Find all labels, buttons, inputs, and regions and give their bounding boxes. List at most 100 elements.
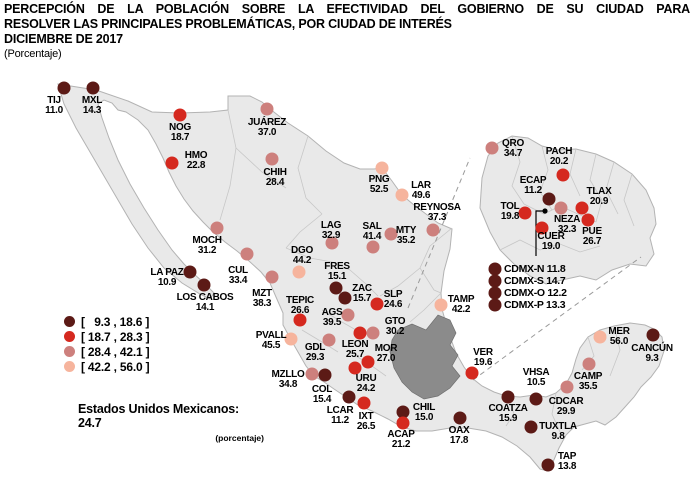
city-label: LCAR 11.2 [327,406,354,425]
city-dot [375,161,389,175]
city-label: TOL 19.8 [501,202,520,221]
city-label: GTO 30.2 [385,317,406,336]
city-dot [529,392,543,406]
city-value: 20.9 [589,195,609,207]
city-value: 29.3 [305,351,325,363]
city-dot [183,265,197,279]
cdmx-pointer-line [535,210,545,256]
mexico-landmass [57,83,665,472]
city-dot [426,223,440,237]
city-label: CHIL 15.0 [413,403,435,422]
legend: [ 9.3 , 18.6 ][ 18.7 , 28.3 ][ 28.4 , 42… [64,314,150,374]
city-dot [348,361,362,375]
city-label: MZLLO 34.8 [272,370,305,389]
city-label: NOG 18.7 [169,123,191,142]
city-value: 25.7 [345,348,365,360]
city-dot [173,108,187,122]
legend-swatch [64,316,75,327]
cdmx-location-marker [542,208,548,214]
city-value: 22.8 [186,159,206,171]
city-name: OAX [448,425,470,436]
city-name: TIJ [47,95,61,106]
city-dot [325,236,339,250]
city-dot [384,227,398,241]
city-dot [329,281,343,295]
national-average: Estados Unidos Mexicanos: 24.7 (porcenta… [78,402,264,443]
city-name: LAG [320,220,342,231]
city-dot [284,332,298,346]
city-dot [582,357,596,371]
city-value: 10.5 [526,376,546,388]
city-value: 35.2 [396,234,416,246]
city-value: 19.6 [473,356,493,368]
cdmx-dot [488,286,502,300]
title-block: PERCEPCIÓN DE LA POBLACIÓN SOBRE LA EFEC… [4,2,690,61]
city-label: COL 15.4 [311,384,333,404]
city-label: REYNOSA 37.3 [413,202,461,223]
city-label: GDL 29.3 [304,342,326,363]
city-dot [501,390,515,404]
city-value: 37.3 [427,211,447,223]
city-label: OAX 17.8 [449,426,470,445]
legend-range-label: [ 28.4 , 42.1 ] [81,344,150,359]
city-label: MTY 35.2 [396,226,417,246]
legend-range-label: [ 9.3 , 18.6 ] [81,314,150,329]
city-label: SAL 41.4 [362,222,381,241]
city-value: 20.2 [549,155,569,167]
city-name: LA PAZ [150,267,184,278]
city-value: 24.6 [383,298,403,310]
city-dot [556,168,570,182]
city-name: LOS CABOS [176,292,234,303]
city-name: COL [311,384,333,395]
city-label: JUÁREZ 37.0 [248,118,287,137]
city-name: QRO [502,138,524,149]
city-value: 56.0 [609,335,629,347]
legend-row: [ 18.7 , 28.3 ] [64,329,150,344]
legend-row: [ 28.4 , 42.1 ] [64,344,150,359]
city-name: PUE [582,226,602,237]
city-value: 14.1 [195,301,215,313]
city-value: 15.7 [352,292,372,304]
city-dot [265,152,279,166]
city-value: 14.3 [82,104,102,116]
city-label: PUE 26.7 [582,227,602,246]
city-label: HMO 22.8 [185,151,208,171]
city-dot [318,368,332,382]
cdmx-label: CDMX-P 13.3 [504,299,566,311]
legend-swatch [64,346,75,357]
cdmx-dot [488,298,502,312]
city-name: LEON [341,339,369,350]
city-dot [341,308,355,322]
city-dot [305,367,319,381]
city-label: NEZA 32.3 [554,215,580,234]
city-value: 26.6 [290,304,310,316]
city-label: LAG 32.9 [320,220,342,240]
city-dot [197,278,211,292]
city-dot [210,221,224,235]
city-value: 39.5 [322,316,342,328]
city-label: COATZA 15.9 [488,404,527,423]
city-name: SLP [383,289,403,300]
city-label: CAMP 35.5 [574,372,603,391]
city-name: DGO [291,245,313,256]
city-name: MER [608,326,630,337]
city-dot [265,270,279,284]
page-title-line3: DICIEMBRE DE 2017 [4,32,123,46]
city-label: MOCH 31.2 [192,236,222,255]
city-name: REYNOSA [413,202,461,213]
city-value: 15.0 [414,411,434,423]
city-name: MZLLO [271,369,305,380]
city-label: PVALL 45.5 [256,331,287,350]
city-value: 38.3 [252,297,272,309]
city-dot [395,188,409,202]
city-name: CDCAR [548,396,584,407]
city-value: 33.4 [228,274,248,286]
city-label: CUL 33.4 [228,266,248,285]
city-name: IXT [358,411,374,422]
page-title-line2: RESOLVER LAS PRINCIPALES PROBLEMÁTICAS, … [4,17,452,31]
city-dot [57,81,71,95]
city-label: TUXTLA 9.8 [539,422,577,441]
city-value: 42.2 [451,303,471,315]
city-name: GDL [304,342,326,353]
